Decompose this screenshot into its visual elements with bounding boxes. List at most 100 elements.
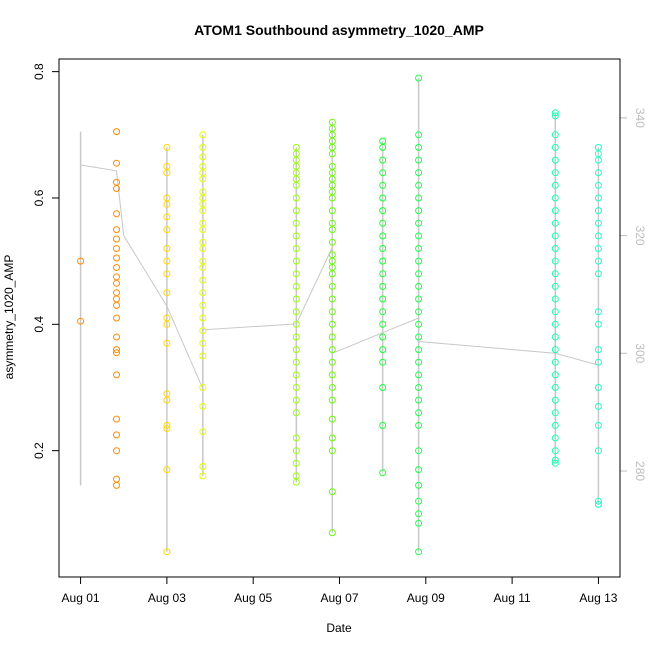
scatter-point bbox=[415, 346, 423, 354]
x-tick-label: Aug 09 bbox=[407, 591, 445, 605]
scatter-point bbox=[328, 270, 336, 278]
scatter-point bbox=[415, 169, 423, 177]
y-tick-label: 0.2 bbox=[32, 442, 46, 459]
scatter-point bbox=[415, 282, 423, 290]
scatter-point bbox=[379, 143, 387, 151]
scatter-point bbox=[292, 459, 300, 467]
scatter-point bbox=[199, 226, 207, 234]
scatter-point bbox=[379, 156, 387, 164]
scatter-point bbox=[379, 257, 387, 265]
scatter-point bbox=[163, 270, 171, 278]
scatter-point bbox=[77, 317, 85, 325]
scatter-point bbox=[163, 289, 171, 297]
scatter-point bbox=[415, 219, 423, 227]
scatter-point bbox=[328, 371, 336, 379]
scatter-point bbox=[292, 219, 300, 227]
scatter-point bbox=[551, 109, 559, 117]
scatter-point bbox=[551, 131, 559, 139]
scatter-point bbox=[199, 339, 207, 347]
scatter-point bbox=[113, 185, 120, 192]
scatter-point bbox=[113, 346, 120, 354]
scatter-point bbox=[415, 384, 423, 391]
scatter-point bbox=[113, 314, 120, 322]
scatter-point bbox=[415, 257, 423, 265]
chart-title: ATOM1 Southbound asymmetry_1020_AMP bbox=[194, 22, 484, 38]
scatter-point bbox=[292, 232, 300, 240]
scatter-point bbox=[551, 156, 559, 164]
scatter-point bbox=[113, 254, 120, 262]
scatter-point bbox=[292, 409, 300, 417]
scatter-point bbox=[594, 232, 602, 240]
scatter-point bbox=[415, 74, 423, 82]
scatter-point bbox=[551, 456, 559, 464]
scatter-point bbox=[163, 213, 171, 221]
scatter-point bbox=[292, 181, 300, 189]
scatter-point bbox=[199, 207, 207, 215]
scatter-point bbox=[328, 207, 336, 215]
scatter-point bbox=[163, 396, 171, 404]
scatter-point bbox=[594, 384, 602, 391]
scatter-point bbox=[163, 226, 171, 234]
scatter-point bbox=[328, 346, 336, 354]
scatter-point bbox=[379, 346, 387, 354]
scatter-point bbox=[163, 200, 171, 208]
scatter-point bbox=[292, 346, 300, 354]
plot-frame bbox=[58, 58, 621, 578]
scatter-point bbox=[415, 421, 423, 429]
scatter-point bbox=[199, 314, 207, 322]
scatter-point bbox=[113, 415, 120, 423]
scatter-point bbox=[415, 481, 423, 489]
scatter-point bbox=[415, 320, 423, 328]
scatter-point bbox=[163, 339, 171, 347]
y2-tick-label: 280 bbox=[633, 461, 647, 481]
scatter-point bbox=[163, 169, 171, 177]
scatter-point bbox=[328, 415, 336, 423]
scatter-point bbox=[292, 434, 300, 442]
scatter-point bbox=[379, 169, 387, 177]
scatter-point bbox=[328, 384, 336, 391]
scatter-point bbox=[113, 128, 120, 136]
scatter-point bbox=[379, 320, 387, 328]
scatter-point bbox=[199, 175, 207, 183]
scatter-point bbox=[113, 210, 120, 218]
scatter-point bbox=[163, 245, 171, 252]
scatter-point bbox=[551, 143, 559, 151]
scatter-point bbox=[415, 194, 423, 202]
scatter-point bbox=[163, 425, 171, 432]
scatter-point bbox=[551, 409, 559, 417]
scatter-point bbox=[292, 257, 300, 265]
scatter-point bbox=[292, 478, 300, 486]
scatter-point bbox=[379, 194, 387, 202]
y2-tick-label: 320 bbox=[633, 226, 647, 246]
scatter-point bbox=[594, 245, 602, 252]
scatter-point bbox=[328, 529, 336, 537]
scatter-point bbox=[551, 169, 559, 177]
scatter-point bbox=[328, 320, 336, 328]
x-tick-label: Aug 07 bbox=[320, 591, 358, 605]
scatter-point bbox=[163, 320, 171, 328]
scatter-point bbox=[551, 257, 559, 265]
scatter-point bbox=[594, 169, 602, 177]
scatter-point bbox=[199, 289, 207, 297]
scatter-point bbox=[415, 207, 423, 215]
scatter-point bbox=[199, 327, 207, 335]
y-tick-label: 0.4 bbox=[32, 316, 46, 333]
scatter-point bbox=[199, 301, 207, 309]
scatter-point bbox=[328, 226, 336, 234]
scatter-point bbox=[551, 358, 559, 366]
scatter-point bbox=[379, 207, 387, 215]
scatter-point bbox=[551, 245, 559, 252]
scatter-point bbox=[379, 282, 387, 290]
scatter-point bbox=[328, 150, 336, 158]
scatter-point bbox=[379, 308, 387, 316]
scatter-point bbox=[292, 194, 300, 202]
scatter-point bbox=[594, 270, 602, 278]
y-axis-label: asymmetry_1020_AMP bbox=[2, 255, 16, 380]
scatter-point bbox=[594, 219, 602, 227]
x-tick-label: Aug 01 bbox=[62, 591, 100, 605]
scatter-point bbox=[415, 466, 423, 474]
scatter-point bbox=[551, 396, 559, 404]
scatter-point bbox=[594, 497, 602, 505]
scatter-point bbox=[199, 384, 207, 391]
scatter-point bbox=[113, 481, 120, 489]
